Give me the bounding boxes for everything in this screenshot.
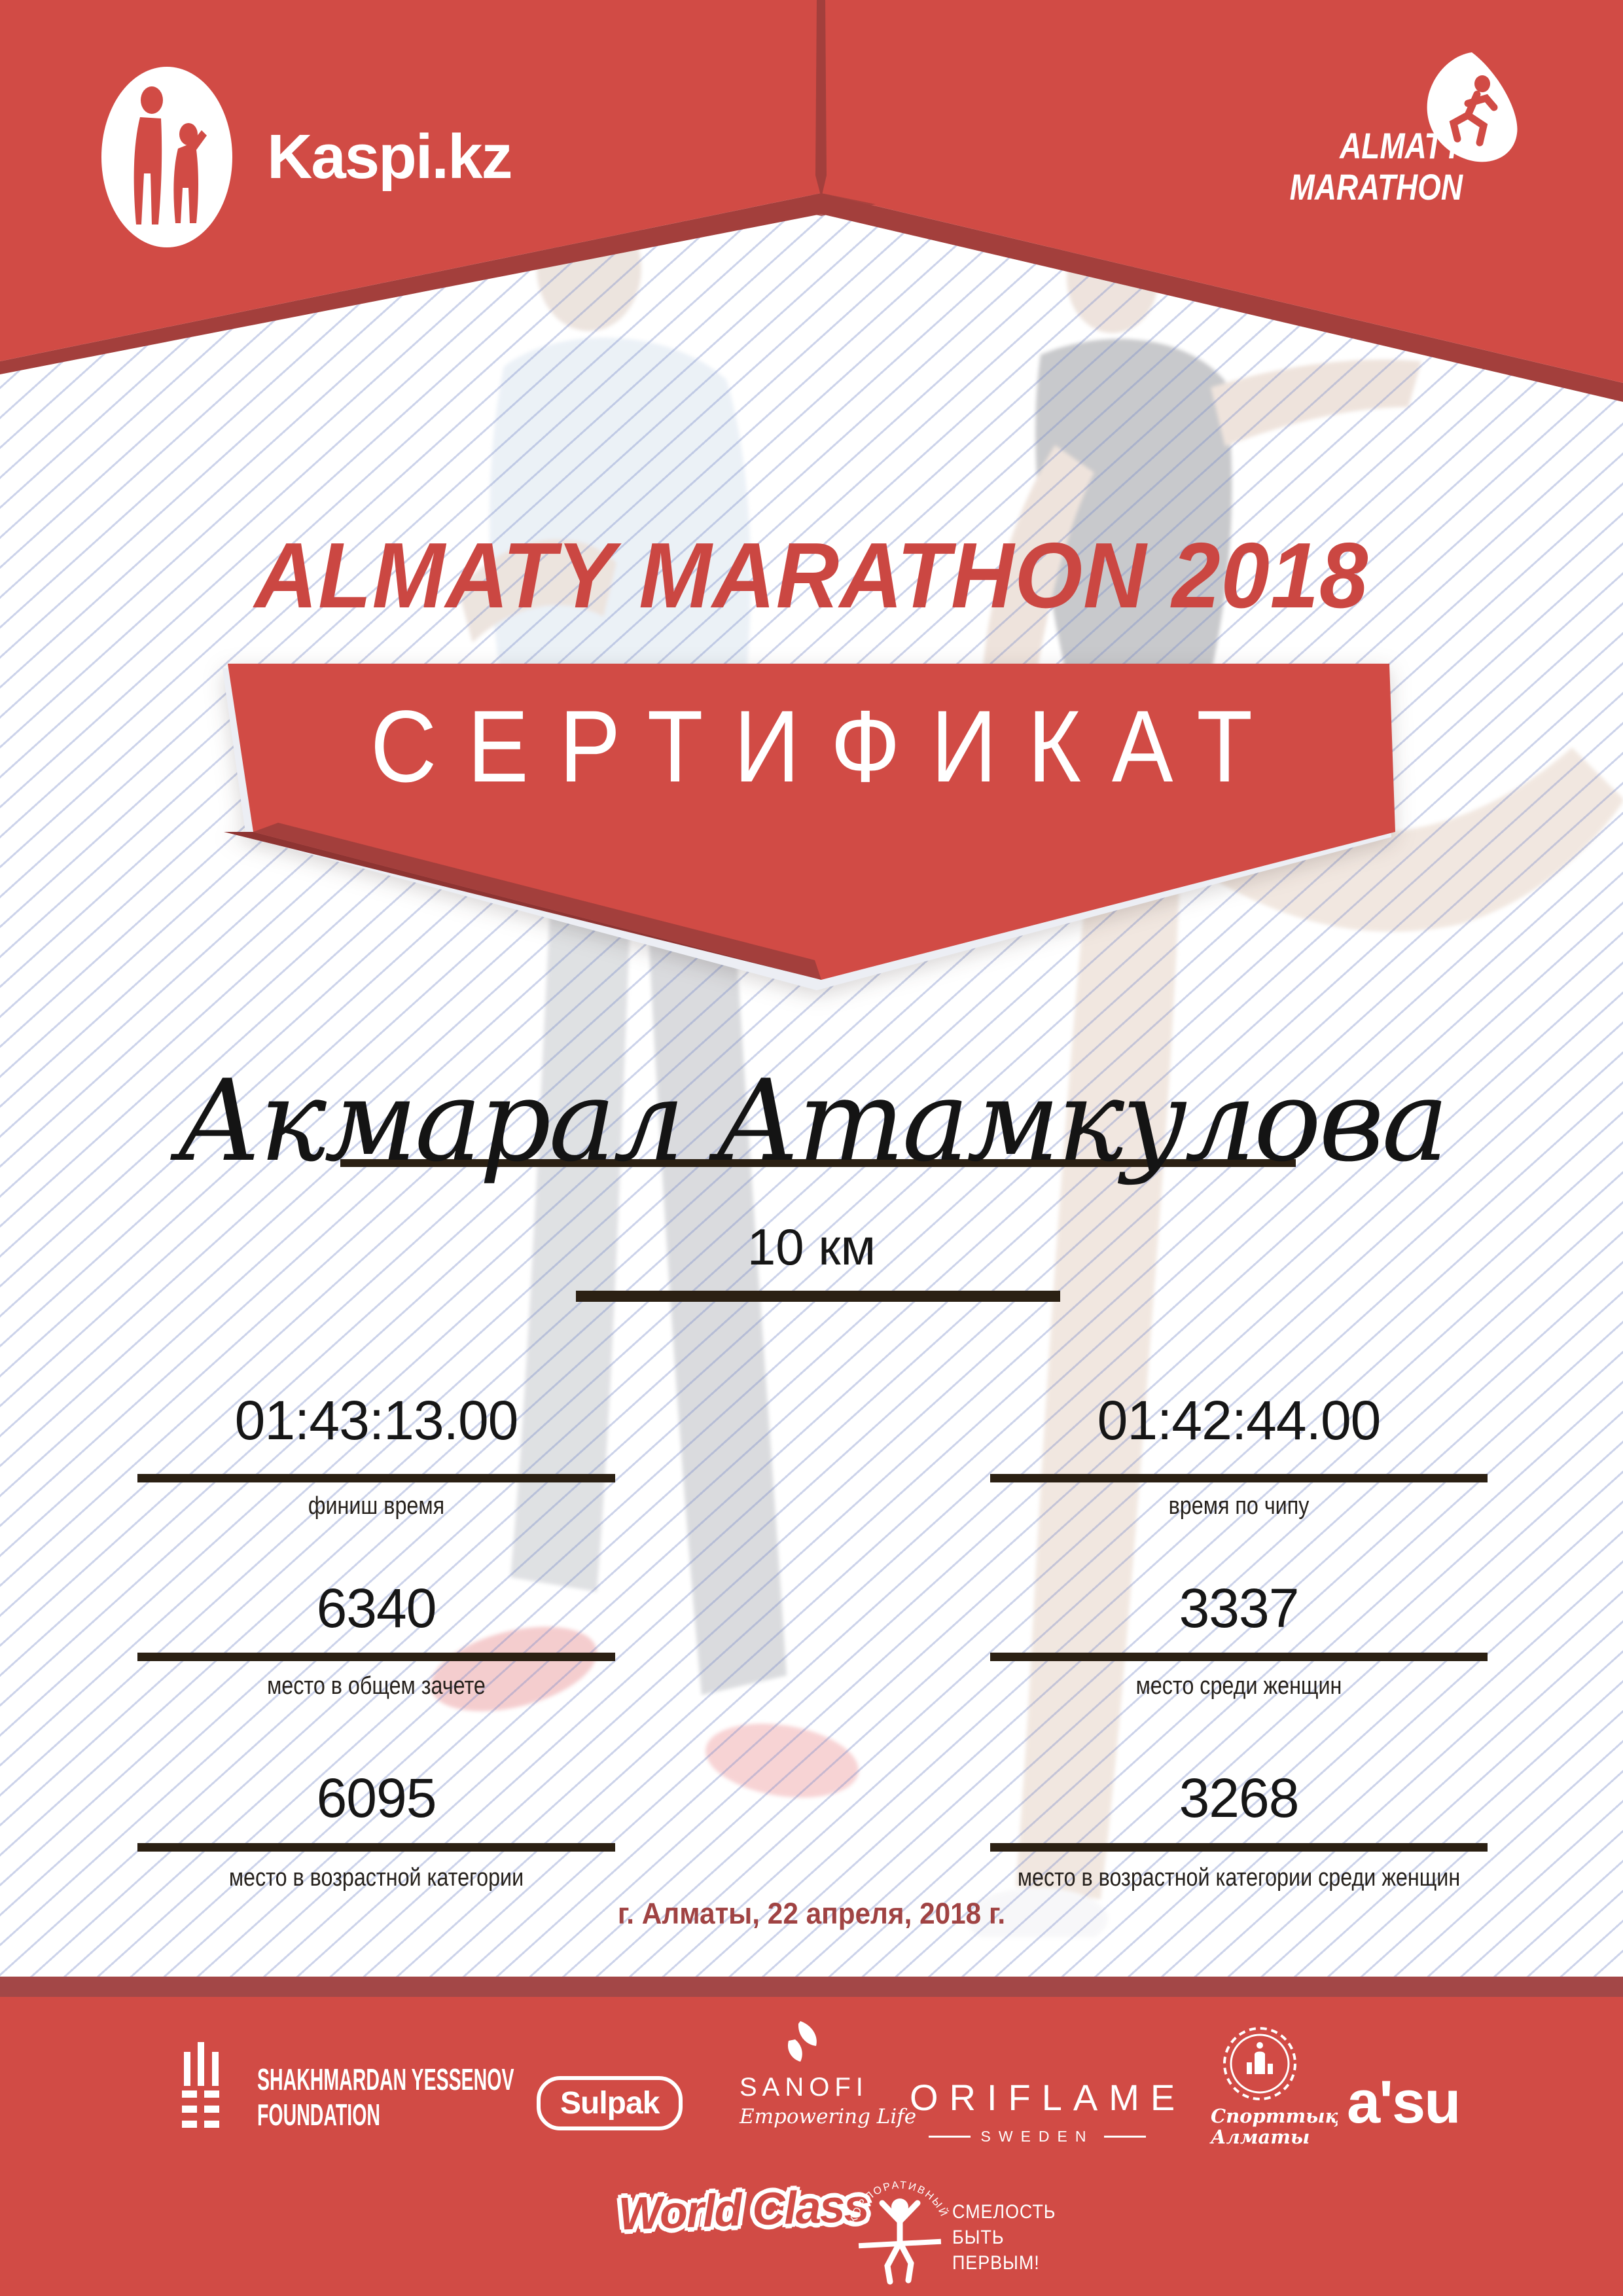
stat-label: финиш время — [308, 1492, 445, 1520]
stat-value: 3268 — [1179, 1767, 1300, 1829]
corporate-fund-logo: КОРПОРАТИВНЫЙ ФОНД — [844, 2160, 950, 2285]
name-underline — [340, 1159, 1296, 1167]
stat-label: место в возрастной категории среди женщи… — [1017, 1864, 1461, 1892]
top-ribbon-banner — [0, 0, 1623, 402]
stat-age-women-place: 3268 место в возрастной категории среди … — [961, 1770, 1517, 1908]
certificate-label: СЕРТИФИКАТ — [370, 690, 1283, 804]
stat-chip-time: 01:42:44.00 время по чипу — [961, 1393, 1517, 1530]
yessenov-foundation-icon — [182, 2042, 221, 2130]
race-distance: 10 км — [747, 1218, 876, 1276]
ribbon-main — [0, 0, 1623, 383]
world-class-logo: World Class — [617, 2179, 869, 2240]
stat-label: время по чипу — [1168, 1492, 1310, 1520]
stat-value: 01:43:13.00 — [234, 1390, 519, 1451]
certificate-shield — [223, 664, 1395, 990]
stat-label: место в общем зачете — [267, 1672, 486, 1700]
recipient-name: Акмарал Атамкулова — [177, 1055, 1449, 1187]
sport-almaty-emblem-icon — [1223, 2027, 1296, 2100]
fund-slogan: СМЕЛОСТЬ БЫТЬ ПЕРВЫМ! — [952, 2201, 1056, 2274]
fund-runner-icon — [891, 2198, 908, 2215]
kaspi-wordmark: Kaspi.kz — [267, 122, 512, 192]
sanofi-logo: SANOFI Empowering Life — [740, 2021, 917, 2128]
stat-finish-time: 01:43:13.00 финиш время — [98, 1393, 654, 1530]
stat-underline — [990, 1843, 1488, 1852]
ribbon-apex-shadow — [769, 193, 876, 216]
sanofi-bird-icon — [787, 2021, 817, 2062]
stat-value: 6095 — [316, 1767, 437, 1829]
runner-drop-icon — [1427, 52, 1518, 162]
stat-label: место среди женщин — [1135, 1672, 1342, 1700]
stat-underline — [137, 1474, 615, 1482]
stat-value: 6340 — [316, 1577, 437, 1639]
stat-underline — [990, 1653, 1488, 1661]
kaspi-people-icon — [101, 67, 232, 247]
oriflame-wordmark: ORIFLAME — [910, 2077, 1186, 2118]
oriflame-sweden: SWEDEN — [980, 2128, 1094, 2145]
stat-overall-place: 6340 место в общем зачете — [98, 1581, 654, 1718]
sport-almaty-logo: Спорттық Алматы — [1211, 2026, 1339, 2148]
stat-women-place: 3337 место среди женщин — [961, 1581, 1517, 1718]
stat-underline — [137, 1843, 615, 1852]
male-runner-silhouette — [431, 202, 859, 1798]
dash-left — [928, 2136, 971, 2138]
ribbon-shadow-edge — [0, 193, 1623, 402]
sanofi-wordmark: SANOFI — [740, 2073, 868, 2102]
stat-underline — [137, 1653, 615, 1661]
ribbon-center-crease — [815, 0, 827, 198]
shield-fold — [253, 823, 821, 980]
event-title: ALMATY MARATHON 2018 — [254, 524, 1369, 628]
distance-underline — [576, 1291, 1060, 1302]
kaspi-logo: Kaspi.kz — [98, 62, 512, 252]
stat-value: 3337 — [1179, 1577, 1300, 1639]
asu-logo: a'su — [1347, 2069, 1461, 2136]
oriflame-logo: ORIFLAME SWEDEN — [910, 2076, 1186, 2145]
sport-almaty-wordmark: Спорттық Алматы — [1211, 2105, 1339, 2148]
footer-accent-bar — [0, 1977, 1623, 1997]
sulpak-logo: Sulpak — [537, 2076, 683, 2130]
stat-value: 01:42:44.00 — [1097, 1390, 1382, 1451]
footer-sponsor-band — [0, 1997, 1623, 2296]
sanofi-tagline: Empowering Life — [740, 2105, 917, 2128]
yessenov-foundation-wordmark: SHAKHMARDAN YESSENOV FOUNDATION — [257, 2062, 514, 2132]
stat-label: место в возрастной категории — [228, 1864, 524, 1892]
stat-underline — [990, 1474, 1488, 1482]
stat-age-place: 6095 место в возрастной категории — [98, 1770, 654, 1908]
dash-right — [1104, 2136, 1147, 2138]
almaty-marathon-logo: ALMATY MARATHON — [1207, 39, 1574, 223]
location-date: г. Алматы, 22 апреля, 2018 г. — [617, 1897, 1006, 1930]
